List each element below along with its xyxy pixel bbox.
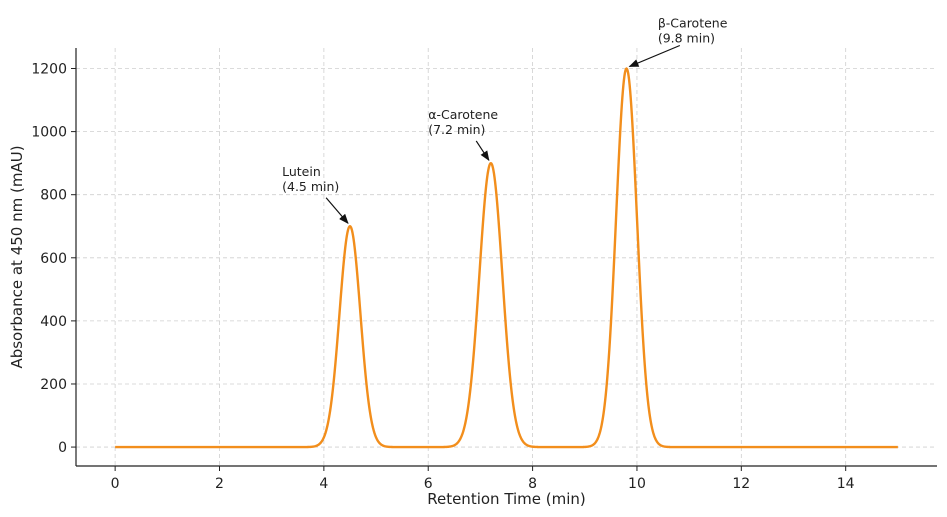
- annotation-text: Lutein: [282, 164, 321, 179]
- x-tick-label: 4: [319, 476, 328, 492]
- x-axis-title: Retention Time (min): [427, 490, 586, 508]
- y-tick-label: 600: [40, 251, 67, 267]
- annotation-arrow: [325, 197, 349, 225]
- annotation-text: (9.8 min): [658, 30, 715, 45]
- annotation-arrow: [475, 140, 490, 161]
- x-tick-label: 0: [111, 476, 120, 492]
- annotation-arrow: [628, 44, 681, 68]
- y-tick-label: 400: [40, 314, 67, 330]
- y-tick-label: 1200: [31, 62, 67, 78]
- grid: [76, 48, 937, 466]
- x-tick-label: 6: [424, 476, 433, 492]
- y-axis-title: Absorbance at 450 nm (mAU): [8, 145, 26, 368]
- absorbance-series-line: [114, 67, 899, 449]
- peak-annotation: β-Carotene(9.8 min): [628, 15, 728, 68]
- y-tick-label: 800: [40, 188, 67, 204]
- y-tick-label: 200: [40, 377, 67, 393]
- peak-annotations: Lutein(4.5 min) α-Carotene(7.2 min) β-Caro…: [282, 15, 728, 225]
- annotation-text: (4.5 min): [282, 179, 339, 194]
- annotation-text: β-Carotene: [658, 15, 728, 30]
- peak-annotation: α-Carotene(7.2 min): [428, 107, 498, 161]
- peak-annotation: Lutein(4.5 min): [282, 164, 349, 225]
- y-tick-label: 0: [58, 440, 67, 456]
- annotation-text: α-Carotene: [428, 107, 498, 122]
- x-tick-label: 12: [732, 476, 750, 492]
- y-tick-label: 1000: [31, 125, 67, 141]
- x-tick-label: 10: [628, 476, 646, 492]
- axes: [75, 48, 937, 467]
- x-tick-label: 8: [528, 476, 537, 492]
- x-tick-label: 14: [837, 476, 855, 492]
- x-tick-label: 2: [215, 476, 224, 492]
- annotation-text: (7.2 min): [428, 122, 485, 137]
- ticks: 0 2 4 6 8 10 12 14 0 200 400 600 800 1000 1200: [31, 62, 854, 492]
